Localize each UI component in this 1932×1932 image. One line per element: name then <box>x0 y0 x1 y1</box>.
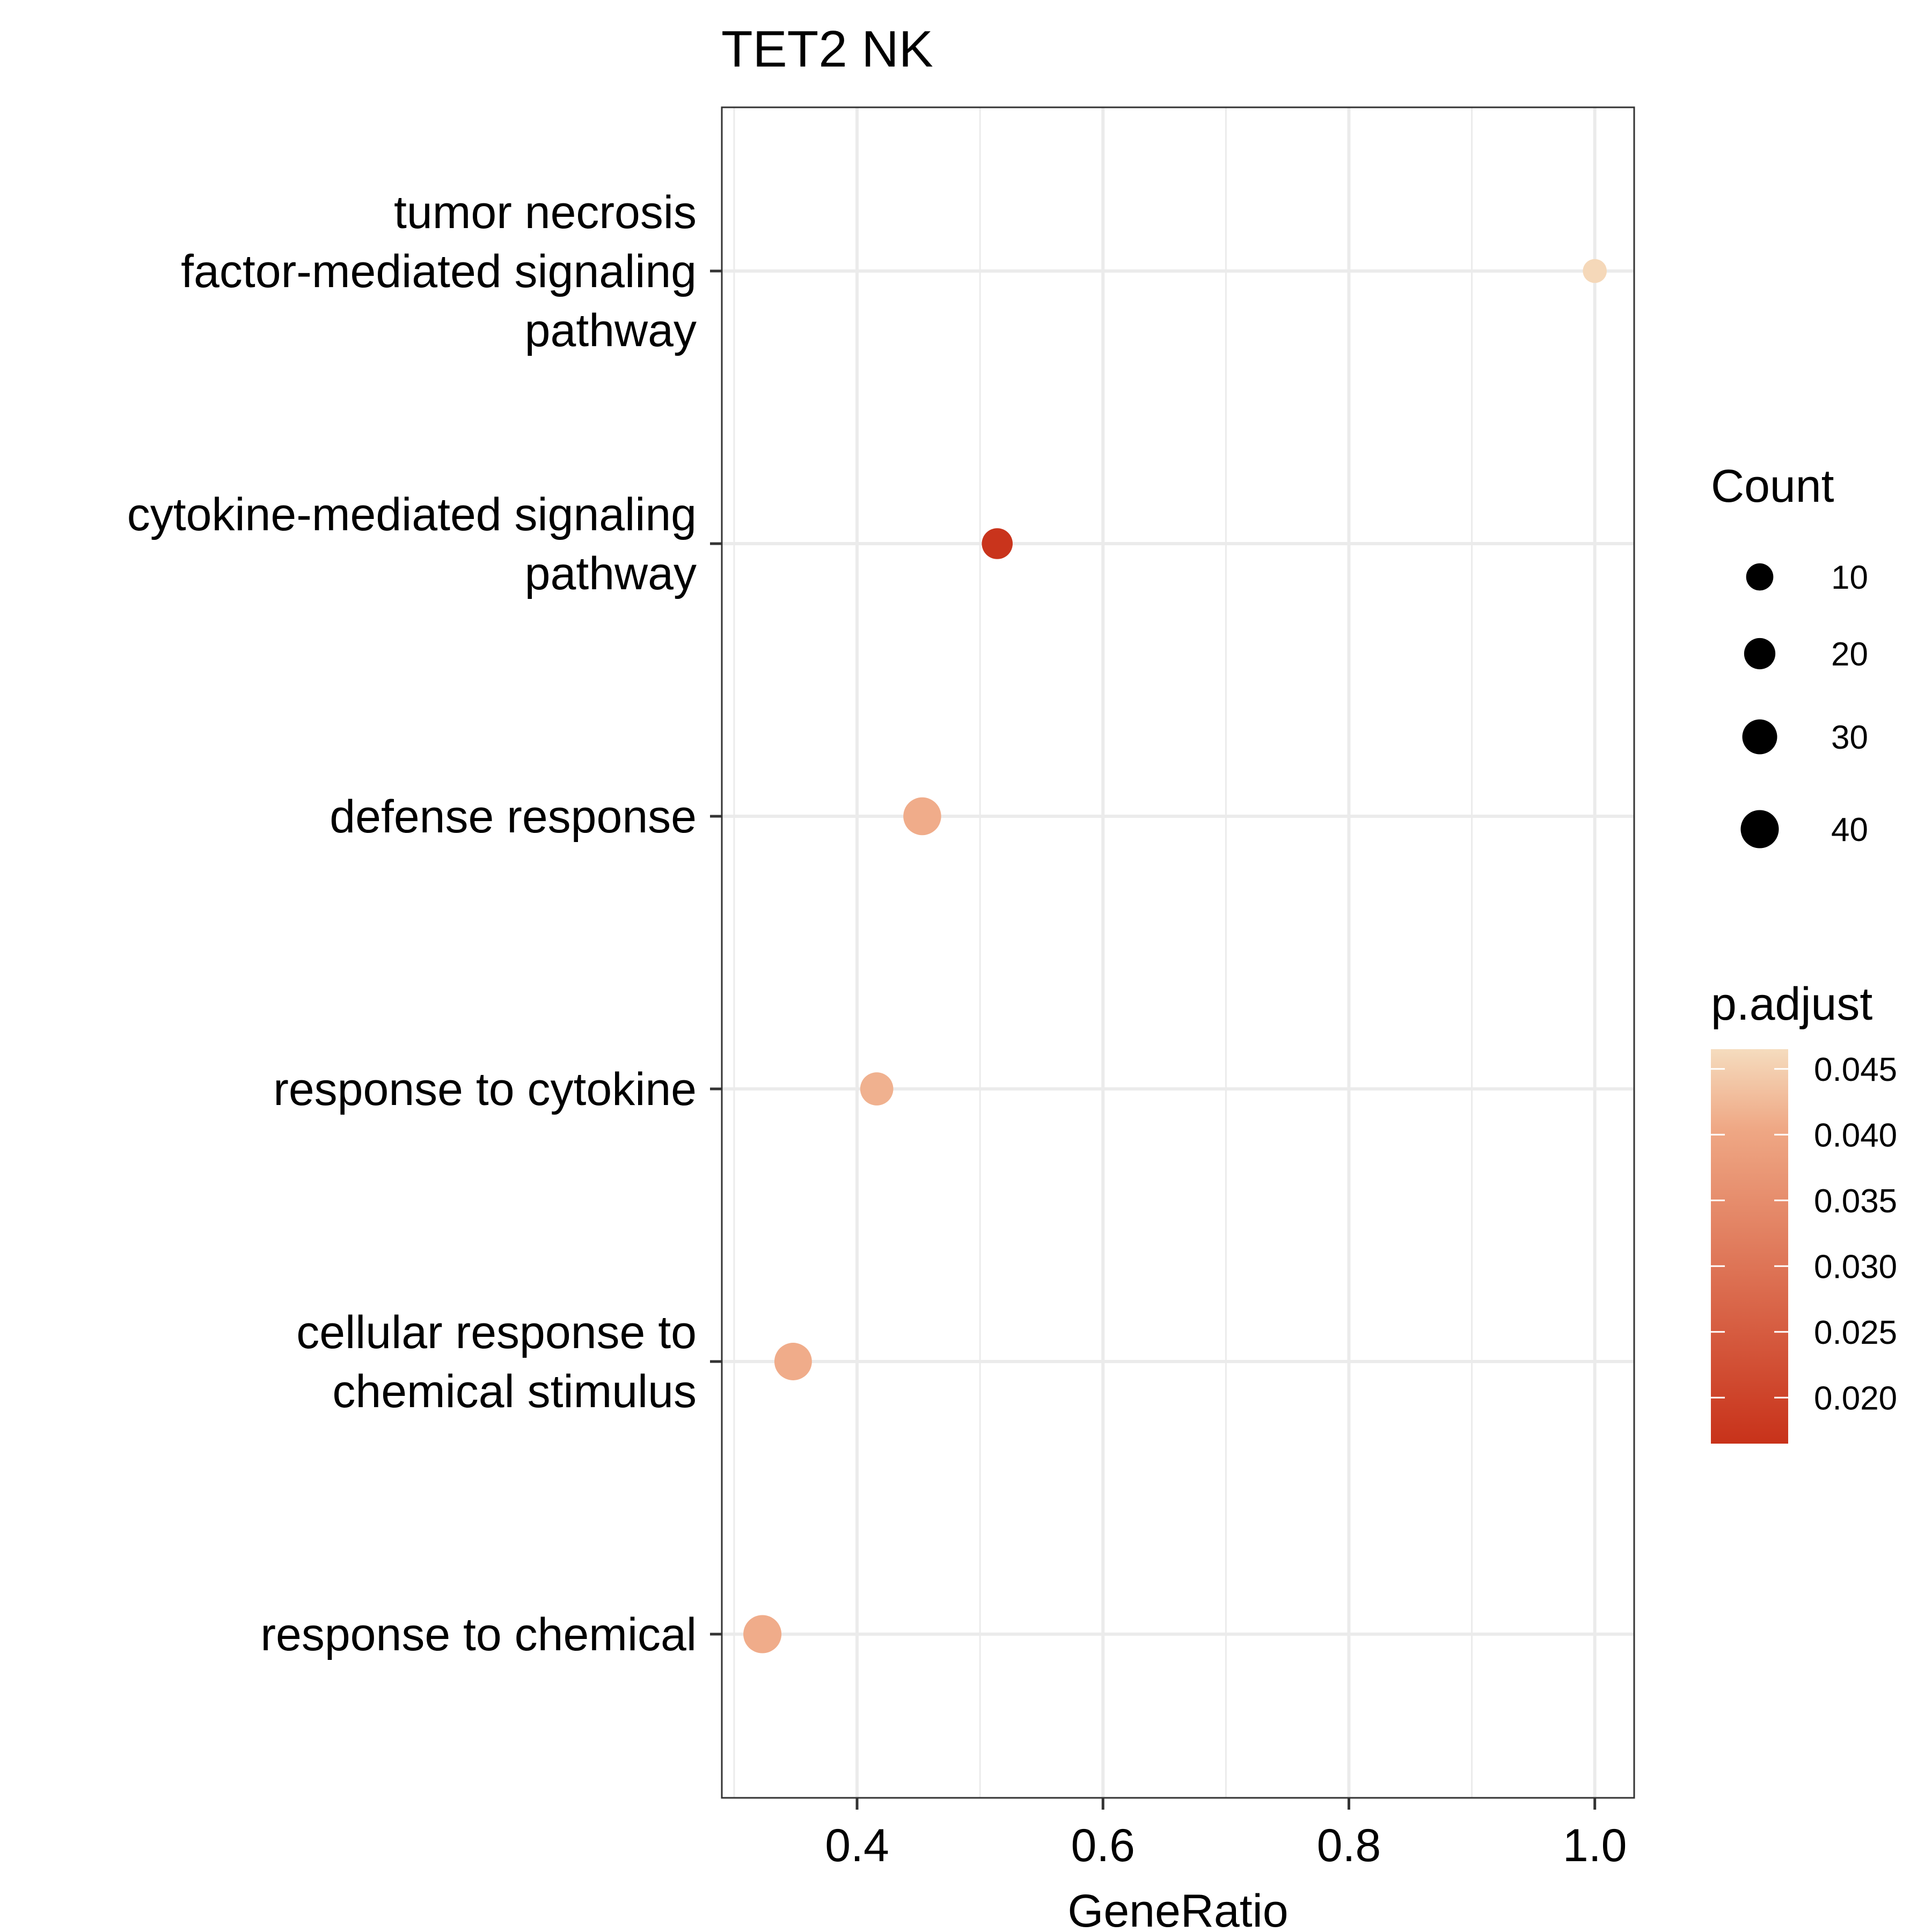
size-legend-label: 20 <box>1831 636 1868 673</box>
size-legend-key <box>1740 810 1779 848</box>
size-legend-key <box>1742 719 1777 755</box>
size-legend-label: 30 <box>1831 719 1868 756</box>
data-point <box>1583 259 1607 283</box>
x-axis-title: GeneRatio <box>1067 1885 1288 1932</box>
y-tick-label: response to chemical <box>260 1609 697 1660</box>
data-point <box>743 1615 782 1653</box>
x-axis: 0.4 0.6 0.8 1.0 <box>825 1798 1627 1871</box>
data-point <box>860 1072 894 1106</box>
data-point <box>903 797 941 836</box>
chart-title: TET2 NK <box>721 20 933 78</box>
x-tick-label: 0.6 <box>1071 1820 1135 1871</box>
plot-panel <box>722 107 1634 1798</box>
data-point <box>982 528 1013 559</box>
y-tick-label: factor-mediated signaling <box>181 246 697 297</box>
x-tick-label: 0.4 <box>825 1820 889 1871</box>
color-legend-label: 0.030 <box>1814 1248 1897 1285</box>
size-legend: Count 10 20 30 40 <box>1711 460 1868 848</box>
color-legend: p.adjust 0.045 0.040 0.035 0.030 0.025 0.020 <box>1711 978 1897 1444</box>
y-tick-label: defense response <box>330 791 697 843</box>
color-legend-label: 0.025 <box>1814 1314 1897 1351</box>
color-legend-label: 0.045 <box>1814 1051 1897 1088</box>
color-legend-bar <box>1711 1049 1788 1444</box>
x-tick-label: 0.8 <box>1317 1820 1381 1871</box>
y-tick-label: pathway <box>525 305 697 356</box>
grid-lines <box>722 107 1634 1798</box>
y-tick-label: cellular response to <box>296 1307 697 1358</box>
data-points <box>743 259 1607 1653</box>
color-legend-label: 0.035 <box>1814 1183 1897 1220</box>
size-legend-label: 40 <box>1831 811 1868 848</box>
y-tick-label: pathway <box>525 548 697 599</box>
y-tick-label: cytokine-mediated signaling <box>127 489 697 540</box>
panel-border <box>721 106 1635 1799</box>
size-legend-title: Count <box>1711 460 1834 512</box>
y-axis: tumor necrosis factor-mediated signaling p… <box>127 187 722 1660</box>
x-tick-label: 1.0 <box>1563 1820 1627 1871</box>
y-tick-label: response to cytokine <box>273 1064 697 1115</box>
color-legend-title: p.adjust <box>1711 978 1872 1030</box>
size-legend-label: 10 <box>1831 559 1868 596</box>
color-legend-label: 0.020 <box>1814 1380 1897 1417</box>
y-tick-label: tumor necrosis <box>394 187 697 238</box>
size-legend-key <box>1744 638 1776 670</box>
color-legend-label: 0.040 <box>1814 1117 1897 1154</box>
data-point <box>774 1343 812 1380</box>
y-tick-label: chemical stimulus <box>332 1366 697 1417</box>
size-legend-key <box>1746 563 1774 591</box>
